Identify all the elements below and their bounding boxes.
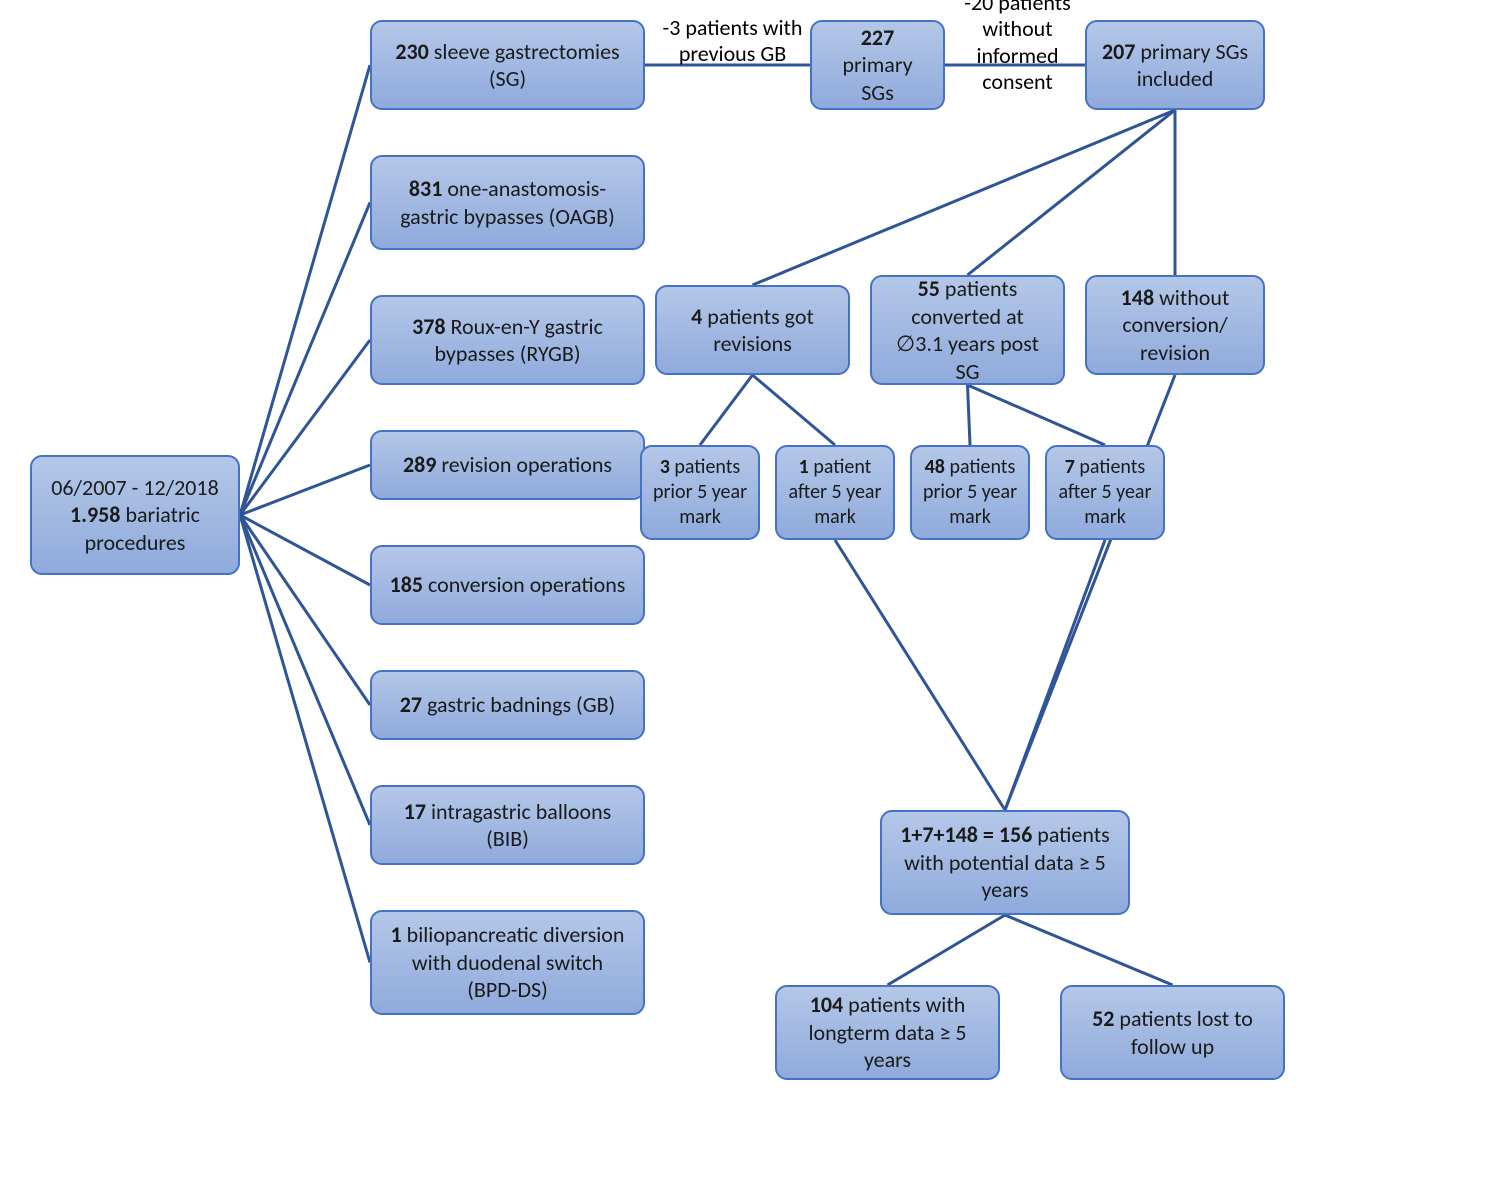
root-bold: 1.958 <box>70 501 120 528</box>
node-sg: 230 sleeve gastrectomies (SG) <box>370 20 645 110</box>
node-prior-48: 48 patients prior 5 year mark <box>910 445 1030 540</box>
p227-bold: 227 <box>861 24 894 51</box>
node-balloon: 17 intragastric balloons (BIB) <box>370 785 645 865</box>
label-minus-3: -3 patients with previous GB <box>660 15 805 68</box>
s156-bold: 1+7+148 = 156 <box>900 821 1032 848</box>
gb-rest: gastric badnings (GB) <box>422 691 615 718</box>
node-lost-52: 52 patients lost to follow up <box>1060 985 1285 1080</box>
bib-rest: intragastric balloons (BIB) <box>426 798 611 853</box>
bib-bold: 17 <box>404 798 426 825</box>
node-prior-3: 3 patients prior 5 year mark <box>640 445 760 540</box>
node-included-207: 207 primary SGs included <box>1085 20 1265 110</box>
p3-bold: 3 <box>660 455 670 479</box>
node-bpd-ds: 1 biliopancreatic diversion with duodena… <box>370 910 645 1015</box>
p227-rest: primary SGs <box>842 51 912 106</box>
node-longterm-104: 104 patients with longterm data ≥ 5 year… <box>775 985 1000 1080</box>
p1-bold: 1 <box>799 455 809 479</box>
p104-bold: 104 <box>810 991 843 1018</box>
bpd-rest: biliopancreatic diversion with duodenal … <box>402 921 625 1003</box>
conv-bold: 185 <box>390 571 423 598</box>
c55-bold: 55 <box>918 275 940 302</box>
node-after-1: 1 patient after 5 year mark <box>775 445 895 540</box>
rev4-rest: patients got revisions <box>702 303 814 358</box>
p48-bold: 48 <box>925 455 945 479</box>
conv-rest: conversion operations <box>423 571 625 598</box>
rygb-bold: 378 <box>412 313 445 340</box>
rygb-rest: Roux-en-Y gastric bypasses (RYGB) <box>434 313 602 368</box>
root-rest: bariatric <box>120 501 200 528</box>
p52-bold: 52 <box>1092 1005 1114 1032</box>
sg-rest: sleeve gastrectomies (SG) <box>429 38 620 93</box>
p52-rest: patients lost to follow up <box>1114 1005 1252 1060</box>
node-gastric-banding: 27 gastric badnings (GB) <box>370 670 645 740</box>
p7-bold: 7 <box>1065 455 1075 479</box>
node-revision: 289 revision operations <box>370 430 645 500</box>
node-primary-227: 227 primary SGs <box>810 20 945 110</box>
rev-rest: revision operations <box>436 451 612 478</box>
nc-bold: 148 <box>1121 284 1154 311</box>
node-rygb: 378 Roux-en-Y gastric bypasses (RYGB) <box>370 295 645 385</box>
p207-bold: 207 <box>1102 38 1135 65</box>
node-sum-156: 1+7+148 = 156 patients with potential da… <box>880 810 1130 915</box>
node-oagb: 831 one-anastomosis-gastric bypasses (OA… <box>370 155 645 250</box>
root-line3: procedures <box>85 529 186 556</box>
p207-rest: primary SGs included <box>1135 38 1248 93</box>
bpd-bold: 1 <box>391 921 402 948</box>
node-conversion: 185 conversion operations <box>370 545 645 625</box>
sg-bold: 230 <box>395 38 428 65</box>
rev4-bold: 4 <box>691 303 702 330</box>
node-converted-55: 55 patients converted at ∅3.1 years post… <box>870 275 1065 385</box>
root-line1: 06/2007 - 12/2018 <box>51 474 218 501</box>
oagb-bold: 831 <box>409 175 442 202</box>
label-minus-20: -20 patients without informed consent <box>955 0 1080 96</box>
node-revisions-4: 4 patients got revisions <box>655 285 850 375</box>
gb-bold: 27 <box>400 691 422 718</box>
node-after-7: 7 patients after 5 year mark <box>1045 445 1165 540</box>
rev-bold: 289 <box>403 451 436 478</box>
node-root: 06/2007 - 12/2018 1.958 bariatric proced… <box>30 455 240 575</box>
node-no-conversion: 148 without conversion/ revision <box>1085 275 1265 375</box>
